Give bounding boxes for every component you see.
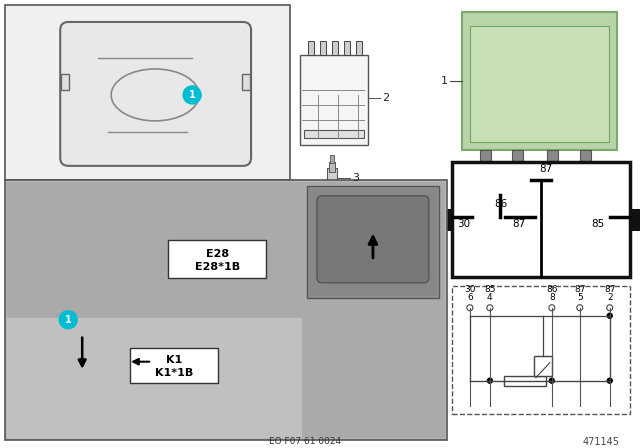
Text: 87: 87 [512, 219, 525, 229]
Text: 86: 86 [546, 285, 557, 294]
Text: 6: 6 [467, 293, 473, 302]
Bar [547, 150, 558, 166]
Bar [332, 41, 338, 55]
Bar [308, 41, 314, 55]
Bar [630, 209, 640, 231]
Text: 85: 85 [591, 219, 604, 229]
Circle shape [60, 311, 77, 329]
Bar [470, 26, 609, 142]
Text: 5: 5 [577, 293, 582, 302]
Bar [300, 55, 368, 145]
Text: 85: 85 [484, 285, 495, 294]
Text: 87: 87 [604, 285, 616, 294]
Circle shape [549, 305, 555, 311]
Circle shape [577, 305, 583, 311]
Bar [512, 150, 523, 166]
Circle shape [549, 378, 554, 383]
Bar [320, 41, 326, 55]
Text: 2: 2 [607, 293, 612, 302]
Text: 1: 1 [441, 76, 448, 86]
Text: E28: E28 [205, 249, 228, 259]
Text: 87: 87 [574, 285, 586, 294]
Bar [7, 318, 302, 438]
Circle shape [467, 305, 473, 311]
Text: 1: 1 [189, 90, 195, 100]
Bar [344, 41, 350, 55]
Bar [130, 348, 218, 383]
Text: 86: 86 [494, 199, 507, 209]
Text: 30: 30 [457, 219, 470, 229]
Bar [327, 168, 337, 190]
Bar [480, 150, 491, 166]
Circle shape [607, 378, 612, 383]
Text: 87: 87 [539, 164, 552, 174]
Bar [309, 188, 437, 296]
Bar [242, 74, 250, 90]
Text: 8: 8 [549, 293, 555, 302]
Bar [7, 182, 445, 438]
Text: 2: 2 [382, 93, 389, 103]
Text: E28*1B: E28*1B [195, 262, 239, 272]
Bar [329, 162, 335, 172]
Bar [462, 12, 617, 150]
Circle shape [487, 305, 493, 311]
Text: 1: 1 [65, 315, 72, 325]
Bar [307, 186, 439, 298]
Bar [442, 209, 452, 231]
Bar [304, 130, 364, 138]
Text: 471145: 471145 [583, 437, 620, 447]
Bar [356, 41, 362, 55]
Bar [5, 180, 447, 439]
FancyBboxPatch shape [317, 196, 429, 283]
Text: 3: 3 [352, 173, 359, 183]
Bar [61, 74, 69, 90]
Text: K1*1B: K1*1B [155, 368, 193, 378]
Text: K1: K1 [166, 355, 182, 365]
Bar [168, 240, 266, 278]
Bar [330, 155, 334, 163]
Bar [5, 5, 290, 180]
Circle shape [607, 313, 612, 318]
Text: EO F07 61 0024: EO F07 61 0024 [269, 437, 341, 446]
Text: 30: 30 [464, 285, 476, 294]
Bar [534, 356, 552, 376]
Circle shape [183, 86, 201, 104]
Circle shape [487, 378, 492, 383]
Text: 4: 4 [487, 293, 493, 302]
Circle shape [607, 305, 612, 311]
Bar [452, 286, 630, 414]
Bar [452, 162, 630, 277]
Bar [504, 376, 546, 386]
Bar [580, 150, 591, 166]
FancyBboxPatch shape [60, 22, 251, 166]
